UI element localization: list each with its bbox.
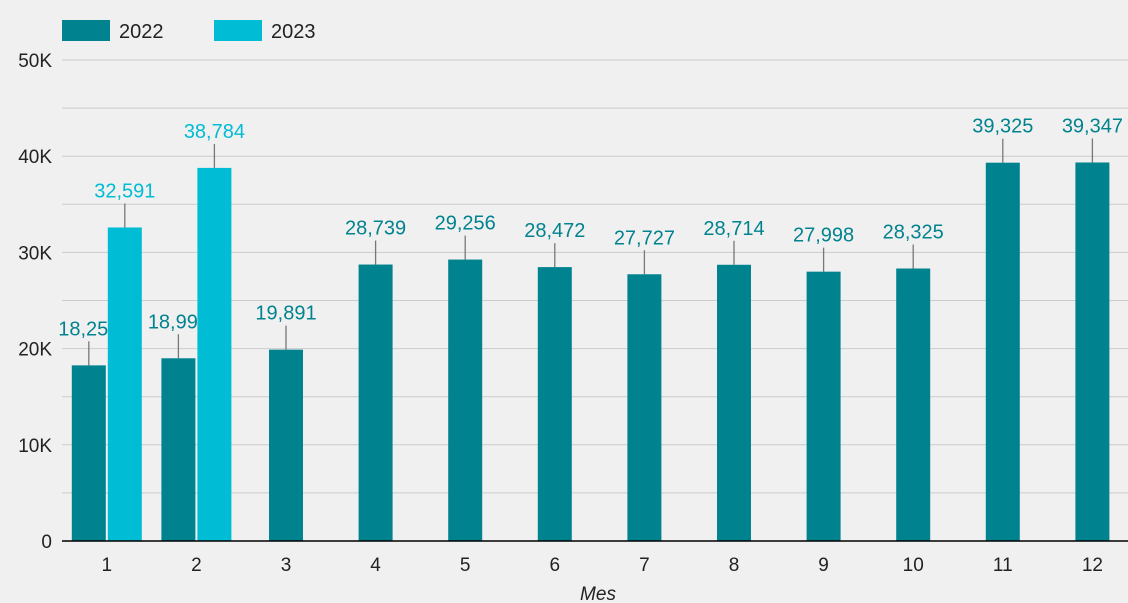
data-label: 18,994: [148, 311, 209, 333]
data-label: 27,998: [793, 225, 854, 247]
bar-2023-1: [107, 227, 142, 541]
data-label: 39,347: [1062, 115, 1123, 137]
bar-2022-8: [717, 264, 751, 541]
x-tick-label: 5: [460, 555, 471, 576]
legend-label-2023: 2023: [271, 21, 316, 43]
y-tick-label: 30K: [18, 243, 52, 264]
legend-label-2022: 2022: [119, 21, 164, 43]
data-label: 39,325: [972, 116, 1033, 138]
x-tick-label: 6: [550, 555, 561, 576]
x-tick-label: 3: [281, 555, 292, 576]
bar-2022-10: [896, 268, 931, 541]
data-label: 28,739: [345, 218, 406, 240]
data-label: 38,784: [184, 121, 245, 143]
bar-2022-1: [71, 365, 106, 541]
y-tick-label: 40K: [18, 147, 52, 168]
bar-2022-3: [269, 349, 303, 541]
bar-2022-7: [627, 274, 662, 541]
x-tick-label: 10: [903, 555, 924, 576]
x-tick-label: 8: [729, 555, 740, 576]
bar-2022-5: [448, 259, 483, 541]
bar-2022-9: [806, 271, 841, 541]
x-tick-label: 9: [818, 555, 829, 576]
data-label: 27,727: [614, 227, 675, 249]
y-tick-label: 10K: [18, 436, 52, 457]
x-tick-label: 4: [370, 555, 381, 576]
legend-swatch-2023: [214, 20, 262, 41]
bar-2022-11: [985, 162, 1020, 542]
bar-2023-2: [197, 167, 232, 541]
data-label: 28,714: [703, 218, 764, 240]
y-tick-label: 50K: [18, 51, 52, 72]
bar-2022-4: [358, 264, 393, 541]
data-label: 28,472: [524, 220, 585, 242]
x-tick-label: 11: [993, 555, 1013, 576]
x-tick-label: 1: [102, 555, 113, 576]
x-tick-label: 7: [639, 555, 650, 576]
legend-swatch-2022: [62, 20, 110, 41]
y-tick-label: 0: [41, 532, 52, 553]
y-tick-label: 20K: [18, 340, 52, 361]
data-label: 28,325: [883, 222, 944, 244]
bar-2022-2: [161, 358, 196, 541]
data-label: 19,891: [255, 303, 316, 325]
bar-2022-12: [1075, 162, 1110, 541]
data-label: 32,591: [94, 180, 155, 202]
data-label: 18,258: [58, 318, 119, 340]
x-axis-title: Mes: [580, 584, 616, 603]
x-tick-label: 2: [191, 555, 202, 576]
bar-2022-6: [537, 267, 572, 541]
data-label: 29,256: [435, 213, 496, 235]
x-tick-label: 12: [1082, 555, 1103, 576]
